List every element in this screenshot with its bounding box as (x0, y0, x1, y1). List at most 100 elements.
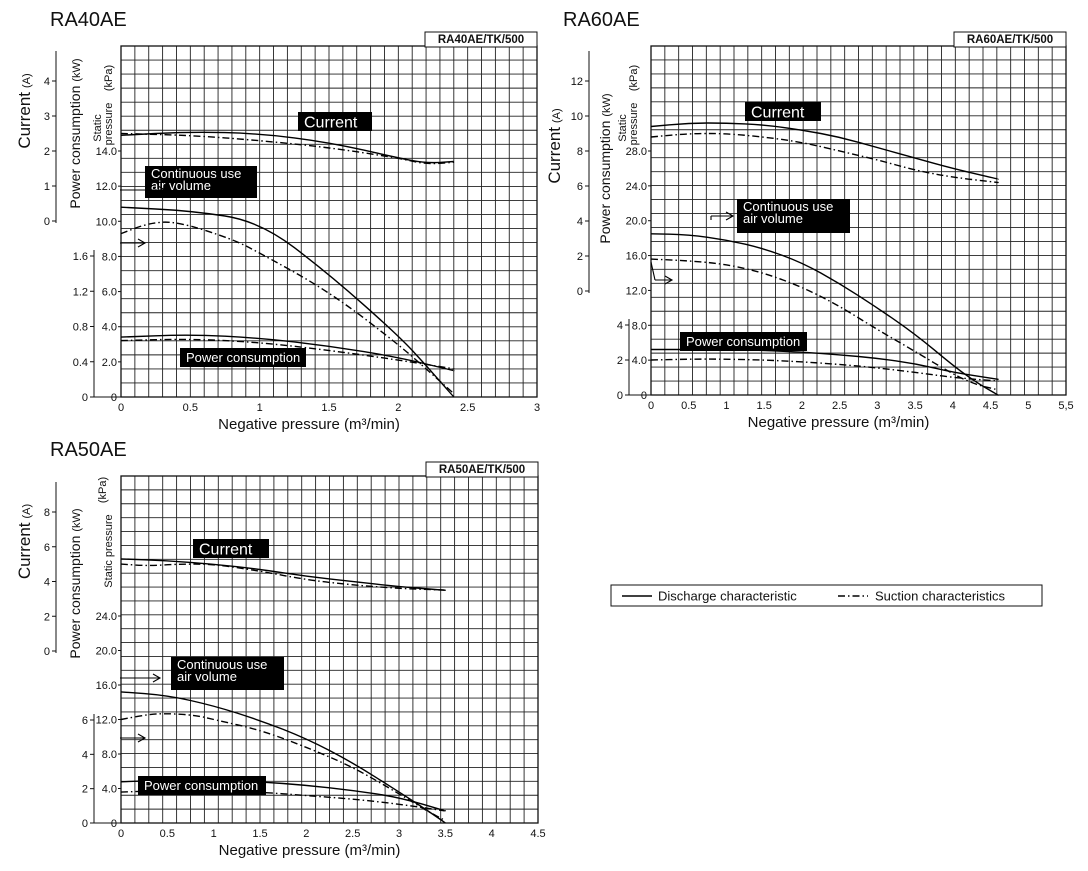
pressure-tick-label: 24.0 (626, 181, 647, 193)
power-tick-label: 0 (617, 390, 623, 402)
power-tick-label: 2 (82, 784, 88, 796)
static-pressure-label-a: Static pressure (103, 514, 115, 587)
continuous-use-arrow-head (152, 673, 162, 683)
power-axis-unit: (kW) (71, 58, 83, 81)
power-axis-title: Power consumption (597, 121, 613, 244)
power-consumption-label-box (180, 348, 306, 367)
static-pressure-discharge-line (120, 206, 455, 398)
power-tick-label: 0 (82, 392, 88, 404)
current-tick-label: 2 (577, 251, 583, 263)
x-tick-label: 2 (303, 828, 309, 840)
current-tick-label: 2 (44, 611, 50, 623)
x-tick-label: 3 (874, 400, 880, 412)
power-tick-label: 1.6 (73, 251, 88, 263)
power-consumption-suction-line (120, 338, 455, 370)
static-pressure-label-b: pressure (103, 103, 115, 146)
power-tick-label: 4 (82, 749, 88, 761)
pressure-tick-label: 10.0 (96, 216, 117, 228)
power-consumption-label-text: Power consumption (144, 778, 258, 793)
model-code-box (424, 31, 538, 48)
pressure-tick-label: 16.0 (626, 251, 647, 263)
power-axis-unit: (kW) (601, 93, 613, 116)
x-axis-label: Negative pressure (m³/min) (748, 414, 930, 431)
current-tick-label: 8 (577, 146, 583, 158)
current-tick-label: 1 (44, 181, 50, 193)
x-tick-label: 0.5 (183, 402, 198, 414)
current-axis-title: Current (545, 127, 564, 184)
continuous-use-label-text: air volume (151, 178, 211, 193)
current-label-box (193, 539, 269, 558)
power-axis-label: Power consumption (kW) (67, 508, 83, 658)
static-pressure-unit: (kPa) (97, 477, 109, 503)
x-tick-label: 4.5 (530, 828, 545, 840)
current-label-box (298, 112, 372, 131)
current-suction-line (120, 132, 455, 165)
model-code-box (425, 461, 539, 478)
pressure-tick-label: 28.0 (626, 146, 647, 158)
current-suction-line (650, 132, 999, 184)
pressure-tick-label: 0 (641, 390, 647, 402)
x-tick-label: 1.5 (321, 402, 336, 414)
current-tick-label: 6 (44, 542, 50, 554)
x-tick-label: 5 (1025, 400, 1031, 412)
x-tick-label: 1.5 (252, 828, 267, 840)
chart-ra60ae: RA60AE RA60AE/TK/500 0 0.5 1 1.5 2 2.5 3 3.5 4 4.5 5… (545, 9, 1074, 431)
power-consumption-suction-line (120, 789, 447, 812)
power-tick-label: 0.8 (73, 322, 88, 334)
x-tick-label: 1 (723, 400, 729, 412)
pressure-tick-label: 14.0 (96, 146, 117, 158)
continuous-use-label-text: Continuous use (151, 166, 241, 181)
current-axis-title: Current (15, 92, 34, 149)
pressure-tick-label: 4.0 (102, 784, 117, 796)
power-consumption-label-text: Power consumption (686, 334, 800, 349)
legend: Discharge characteristic Suction characte… (610, 584, 1043, 607)
current-tick-label: 0 (577, 286, 583, 298)
pressure-tick-label: 2.0 (102, 357, 117, 369)
static-pressure-suction-line (650, 258, 999, 391)
current-label-text: Current (751, 104, 805, 121)
continuous-use-arrow-head (157, 185, 167, 195)
current-label-text: Current (199, 541, 253, 558)
pressure-tick-label: 0 (111, 818, 117, 830)
x-tick-label: 0 (118, 402, 124, 414)
current-tick-label: 12 (571, 76, 583, 88)
static-pressure-suction-line (120, 221, 455, 395)
current-tick-label: 10 (571, 111, 583, 123)
model-code: RA40AE/TK/500 (438, 34, 524, 46)
power-axis-label: Power consumption (kW) (67, 58, 83, 208)
legend-discharge-label: Discharge characteristic (658, 589, 797, 604)
pressure-tick-label: 12.0 (96, 181, 117, 193)
pressure-tick-label: 12.0 (96, 715, 117, 727)
continuous-use-label-text: Continuous use (177, 657, 267, 672)
x-tick-label: 3 (396, 828, 402, 840)
power-axis-title: Power consumption (67, 86, 83, 209)
x-tick-label: 0 (648, 400, 654, 412)
continuous-use-arrow-stem (650, 261, 656, 281)
power-axis-unit: (kW) (71, 508, 83, 531)
pressure-tick-label: 0 (111, 392, 117, 404)
model-code: RA50AE/TK/500 (439, 464, 525, 476)
static-pressure-label-a: Static (92, 114, 104, 142)
x-tick-label: 2.5 (345, 828, 360, 840)
x-tick-label: 4 (950, 400, 956, 412)
current-tick-label: 8 (44, 507, 50, 519)
continuous-use-label-text: air volume (743, 211, 803, 226)
current-tick-label: 4 (577, 216, 583, 228)
current-tick-label: 0 (44, 646, 50, 658)
x-tick-label: 2.5 (460, 402, 475, 414)
current-axis-unit: (A) (21, 73, 33, 88)
pressure-tick-label: 8.0 (102, 251, 117, 263)
power-axis-label: Power consumption (kW) (597, 93, 613, 243)
current-tick-label: 4 (44, 76, 50, 88)
x-tick-label: 5,5 (1058, 400, 1073, 412)
continuous-use-arrow-head (137, 733, 147, 743)
current-label-box (745, 102, 821, 121)
x-tick-label: 3.5 (907, 400, 922, 412)
legend-box (610, 584, 1043, 607)
pressure-tick-label: 20.0 (96, 646, 117, 658)
chart-ra40ae: RA40AE RA40AE/TK/500 0 0.5 1 1.5 2 2.5 3 Negative… (15, 9, 540, 433)
x-tick-label: 4 (489, 828, 495, 840)
pressure-tick-label: 6.0 (102, 287, 117, 299)
static-pressure-suction-line (120, 713, 447, 822)
x-tick-label: 4.5 (983, 400, 998, 412)
